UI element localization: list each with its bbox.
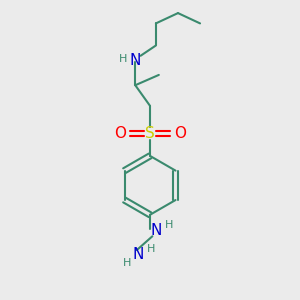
- Text: H: H: [119, 54, 127, 64]
- Text: O: O: [114, 126, 126, 141]
- Text: H: H: [165, 220, 173, 230]
- Text: O: O: [174, 126, 186, 141]
- Text: H: H: [123, 258, 131, 268]
- Text: S: S: [145, 126, 155, 141]
- Text: N: N: [150, 223, 162, 238]
- Text: H: H: [147, 244, 156, 254]
- Text: N: N: [133, 247, 144, 262]
- Text: N: N: [129, 53, 140, 68]
